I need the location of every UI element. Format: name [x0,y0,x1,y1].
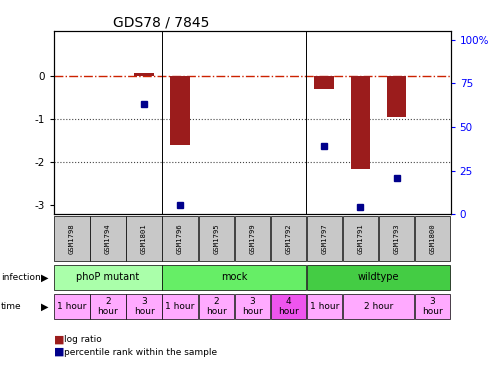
Text: 4
hour: 4 hour [278,297,299,316]
Bar [307,294,342,319]
Bar [379,216,414,261]
Text: GSM1796: GSM1796 [177,224,183,254]
Text: GSM1797: GSM1797 [321,224,327,254]
Text: ▶: ▶ [41,272,48,283]
Text: 1 hour: 1 hour [310,302,339,311]
Bar [90,216,126,261]
Bar [170,76,190,145]
Text: ▶: ▶ [41,301,48,311]
Bar [126,294,162,319]
Bar [415,294,450,319]
Text: mock: mock [221,272,248,282]
Text: GSM1791: GSM1791 [357,224,363,254]
Bar [350,76,370,169]
Bar [270,216,306,261]
Text: ■: ■ [54,335,64,345]
Bar [54,294,90,319]
Text: 3
hour: 3 hour [134,297,154,316]
Bar [307,216,342,261]
Bar [199,294,234,319]
Bar [307,265,450,290]
Text: phoP mutant: phoP mutant [76,272,140,282]
Bar [235,216,270,261]
Text: GSM1792: GSM1792 [285,224,291,254]
Text: GSM1794: GSM1794 [105,224,111,254]
Text: 3
hour: 3 hour [242,297,262,316]
Text: GSM1801: GSM1801 [141,224,147,254]
Text: time: time [1,302,21,311]
Bar [126,216,162,261]
Text: GSM1798: GSM1798 [69,224,75,254]
Text: infection: infection [1,273,41,282]
Text: GSM1793: GSM1793 [394,224,400,254]
Text: 2
hour: 2 hour [206,297,227,316]
Bar [163,265,306,290]
Bar [235,294,270,319]
Text: ■: ■ [54,347,64,357]
Text: GDS78 / 7845: GDS78 / 7845 [113,16,210,30]
Bar [387,76,406,117]
Text: wildtype: wildtype [358,272,399,282]
Bar [415,216,450,261]
Bar [54,265,162,290]
Text: 3
hour: 3 hour [422,297,443,316]
Bar [54,216,90,261]
Bar [163,294,198,319]
Text: 2
hour: 2 hour [98,297,118,316]
Text: 1 hour: 1 hour [166,302,195,311]
Bar [134,73,154,76]
Bar [199,216,234,261]
Bar [270,294,306,319]
Text: 1 hour: 1 hour [57,302,87,311]
Text: 2 hour: 2 hour [364,302,393,311]
Bar [314,76,334,89]
Bar [90,294,126,319]
Text: percentile rank within the sample: percentile rank within the sample [64,348,217,356]
Text: GSM1800: GSM1800 [430,224,436,254]
Text: GSM1799: GSM1799 [249,224,255,254]
Bar [343,216,378,261]
Text: log ratio: log ratio [64,335,102,344]
Bar [163,216,198,261]
Text: GSM1795: GSM1795 [213,224,219,254]
Bar [343,294,414,319]
